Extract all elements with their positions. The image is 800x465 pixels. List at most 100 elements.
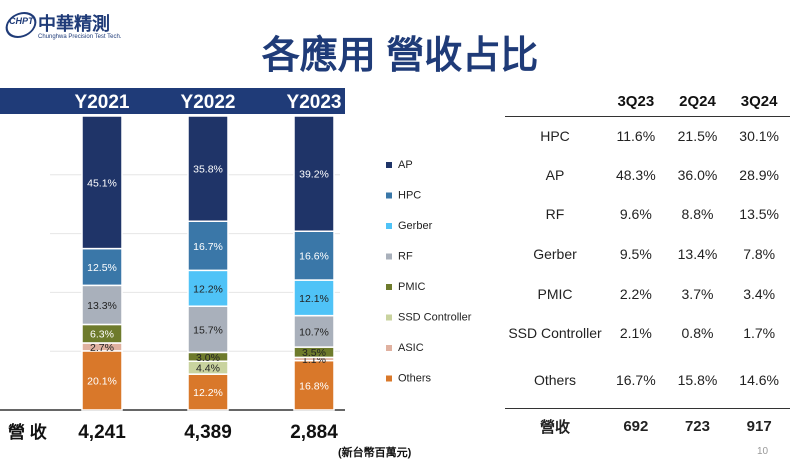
table-cell: 36.0% bbox=[677, 166, 718, 183]
table-row: RF 9.6% 8.8% 13.5% bbox=[505, 195, 790, 234]
data-label: 12.5% bbox=[87, 262, 117, 274]
table-row: SSD Controller 2.1% 0.8% 1.7% bbox=[505, 314, 790, 353]
unit-note: (新台幣百萬元) bbox=[338, 447, 412, 459]
bar-segment bbox=[293, 314, 335, 348]
table-cell: 48.3% bbox=[615, 166, 656, 183]
bar-segment bbox=[187, 305, 229, 354]
data-label: 10.7% bbox=[299, 326, 329, 338]
row-label: PMIC bbox=[537, 285, 573, 302]
table-cell: 21.5% bbox=[677, 127, 718, 144]
data-label: 16.6% bbox=[299, 251, 329, 263]
data-label: 39.2% bbox=[299, 169, 329, 181]
table-cell: 13.4% bbox=[677, 245, 718, 262]
page-number: 10 bbox=[757, 446, 769, 457]
data-label: 3.5% bbox=[302, 347, 326, 359]
row-label: AP bbox=[545, 166, 565, 183]
data-label: 15.7% bbox=[193, 324, 223, 336]
bar-segment bbox=[81, 350, 123, 411]
data-label: 16.8% bbox=[299, 380, 329, 392]
bar-segment bbox=[187, 269, 229, 307]
data-label: 3.0% bbox=[196, 352, 220, 364]
table-cell: 15.8% bbox=[677, 372, 718, 389]
data-label: 12.2% bbox=[193, 283, 223, 295]
total-cell: 692 bbox=[605, 408, 667, 443]
logo-mark-text: CHPT bbox=[9, 16, 34, 26]
table-cell: 8.8% bbox=[681, 206, 714, 222]
table-row: AP 48.3% 36.0% 28.9% bbox=[505, 155, 790, 195]
logo-name-cn: 中華精測 bbox=[38, 14, 110, 34]
legend-label: HPC bbox=[398, 190, 421, 202]
legend-swatch bbox=[386, 192, 392, 199]
row-label: SSD Controller bbox=[508, 325, 602, 341]
table-header-cell bbox=[505, 86, 605, 117]
data-label: 4.4% bbox=[196, 363, 220, 375]
table-row: HPC 11.6% 21.5% 30.1% bbox=[505, 117, 790, 155]
company-logo: CHPT 中華精測 Chunghwa Precision Test Tech. bbox=[2, 8, 126, 48]
row-label: Gerber bbox=[533, 245, 577, 262]
bar-segment bbox=[187, 220, 229, 272]
bar-segment bbox=[187, 373, 229, 411]
logo-name-en: Chunghwa Precision Test Tech. bbox=[38, 34, 122, 40]
revenue-value: 2,884 bbox=[290, 422, 338, 443]
legend-label: ASIC bbox=[398, 342, 424, 354]
data-label: 45.1% bbox=[87, 177, 117, 189]
table-cell: 2.1% bbox=[619, 325, 652, 341]
data-label: 12.2% bbox=[193, 387, 223, 399]
table-cell: 14.6% bbox=[739, 372, 779, 389]
table-cell: 9.5% bbox=[619, 245, 652, 262]
table-cell: 9.6% bbox=[619, 206, 652, 222]
table-cell: 3.4% bbox=[743, 285, 776, 302]
legend-swatch bbox=[386, 284, 392, 290]
row-label: Others bbox=[533, 372, 576, 389]
table-total-row: 營收 692 723 917 bbox=[505, 408, 790, 443]
total-label: 營收 bbox=[505, 408, 605, 443]
table-cell: 0.8% bbox=[681, 325, 714, 341]
table-cell: 13.5% bbox=[739, 206, 779, 222]
category-label: Y2022 bbox=[181, 92, 236, 113]
table-header-cell: 3Q23 bbox=[605, 86, 667, 117]
total-cell: 917 bbox=[728, 408, 790, 443]
legend-label: AP bbox=[398, 159, 413, 171]
legend-swatch bbox=[386, 253, 392, 260]
chart-header-band bbox=[0, 88, 345, 114]
row-label: HPC bbox=[540, 127, 570, 144]
table-row: PMIC 2.2% 3.7% 3.4% bbox=[505, 274, 790, 314]
legend-label: RF bbox=[398, 251, 413, 263]
revenue-value: 4,389 bbox=[184, 422, 232, 443]
category-label: Y2023 bbox=[287, 92, 342, 113]
table-cell: 1.7% bbox=[743, 325, 776, 341]
category-label: Y2021 bbox=[75, 92, 130, 113]
bar-segment bbox=[81, 115, 123, 250]
data-label: 6.3% bbox=[90, 329, 114, 341]
legend-swatch bbox=[386, 162, 392, 168]
table-cell: 7.8% bbox=[743, 245, 776, 262]
legend-label: Others bbox=[398, 373, 432, 385]
legend-label: SSD Controller bbox=[398, 312, 472, 324]
bar-segment bbox=[293, 115, 335, 232]
table-cell: 16.7% bbox=[615, 372, 656, 389]
data-label: 20.1% bbox=[87, 375, 117, 387]
table-header-cell: 3Q24 bbox=[728, 86, 790, 117]
table-cell: 2.2% bbox=[619, 285, 652, 302]
total-cell: 723 bbox=[666, 408, 729, 443]
legend-label: Gerber bbox=[398, 220, 433, 232]
stacked-bar-chart: Y2021 Y2022 Y2023 20.1% 2.7%6.3% 13.3% 12.5% 45… bbox=[0, 88, 472, 443]
table-cell: 11.6% bbox=[616, 127, 656, 144]
legend-swatch bbox=[386, 314, 392, 321]
legend-swatch bbox=[386, 345, 392, 351]
table-cell: 3.7% bbox=[681, 285, 714, 302]
table-cell: 30.1% bbox=[739, 127, 779, 144]
row-label: RF bbox=[545, 206, 565, 222]
legend-swatch bbox=[386, 375, 392, 382]
legend-swatch bbox=[386, 223, 392, 229]
data-label: 12.1% bbox=[299, 293, 329, 305]
table-row: Others 16.7% 15.8% 14.6% bbox=[505, 353, 790, 409]
data-label: 13.3% bbox=[87, 300, 117, 312]
data-label: 2.7% bbox=[90, 342, 114, 354]
table-header-row: 3Q23 2Q24 3Q24 bbox=[505, 86, 790, 117]
table-row: Gerber 9.5% 13.4% 7.8% bbox=[505, 234, 790, 274]
table-cell: 28.9% bbox=[739, 166, 779, 183]
data-label: 35.8% bbox=[193, 164, 223, 176]
bar-segment bbox=[187, 115, 229, 223]
bar-segment bbox=[293, 359, 335, 411]
